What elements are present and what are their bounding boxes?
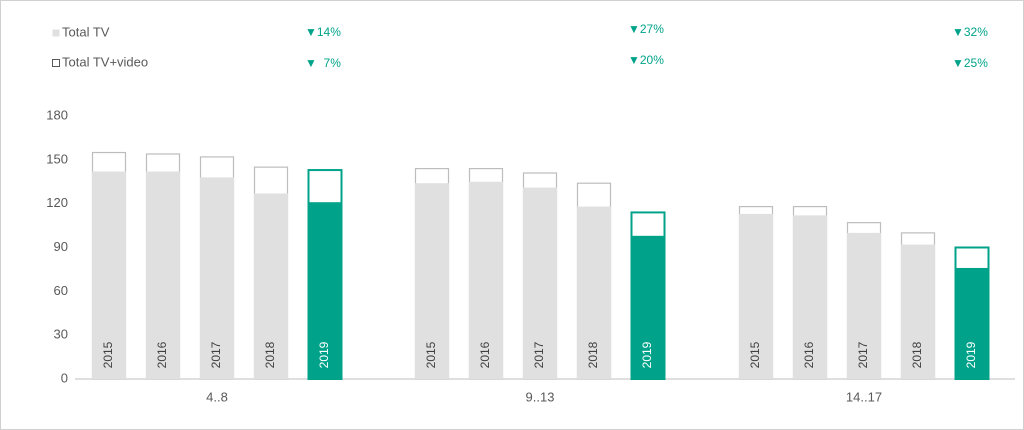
change-label: ▼32%	[952, 25, 988, 39]
bar-year-label: 2016	[478, 341, 492, 368]
bar	[631, 235, 665, 379]
x-tick-label: 14..17	[846, 389, 882, 404]
bar-year-label: 2019	[964, 341, 978, 368]
bar-year-label: 2019	[317, 341, 331, 368]
bar-year-label: 2019	[640, 341, 654, 368]
change-label: ▼14%	[305, 25, 341, 39]
bar	[200, 177, 234, 379]
bar	[146, 171, 180, 379]
legend-swatch	[52, 59, 60, 67]
y-tick-label: 30	[54, 327, 68, 342]
bar	[577, 206, 611, 379]
bar	[308, 202, 342, 379]
bar-year-label: 2017	[209, 341, 223, 368]
x-tick-label: 4..8	[206, 389, 228, 404]
bar	[469, 181, 503, 379]
y-tick-label: 120	[46, 195, 68, 210]
legend-swatch	[52, 29, 60, 37]
bar	[901, 244, 935, 379]
legend-label: Total TV	[62, 24, 110, 39]
change-label: ▼20%	[628, 53, 664, 67]
legend-label: Total TV+video	[62, 54, 148, 69]
bar	[415, 183, 449, 379]
bar-year-label: 2017	[856, 341, 870, 368]
y-tick-label: 90	[54, 239, 68, 254]
bar-year-label: 2015	[748, 341, 762, 368]
change-label: ▼ 7%	[305, 56, 341, 70]
bar	[955, 267, 989, 379]
bar-year-label: 2018	[910, 341, 924, 368]
bar	[793, 215, 827, 379]
bar	[523, 187, 557, 379]
bar	[739, 213, 773, 379]
change-label: ▼25%	[952, 56, 988, 70]
bar-year-label: 2017	[532, 341, 546, 368]
bar	[847, 232, 881, 379]
y-tick-label: 150	[46, 151, 68, 166]
bar-year-label: 2016	[802, 341, 816, 368]
bar	[92, 171, 126, 379]
bar-year-label: 2015	[101, 341, 115, 368]
change-label: ▼27%	[628, 22, 664, 36]
y-tick-label: 0	[61, 370, 68, 385]
bar-year-label: 2015	[424, 341, 438, 368]
bar-year-label: 2018	[586, 341, 600, 368]
bar-year-label: 2018	[263, 341, 277, 368]
bar	[254, 193, 288, 379]
y-tick-label: 180	[46, 107, 68, 122]
x-tick-label: 9..13	[526, 389, 555, 404]
y-tick-label: 60	[54, 283, 68, 298]
bar-year-label: 2016	[155, 341, 169, 368]
